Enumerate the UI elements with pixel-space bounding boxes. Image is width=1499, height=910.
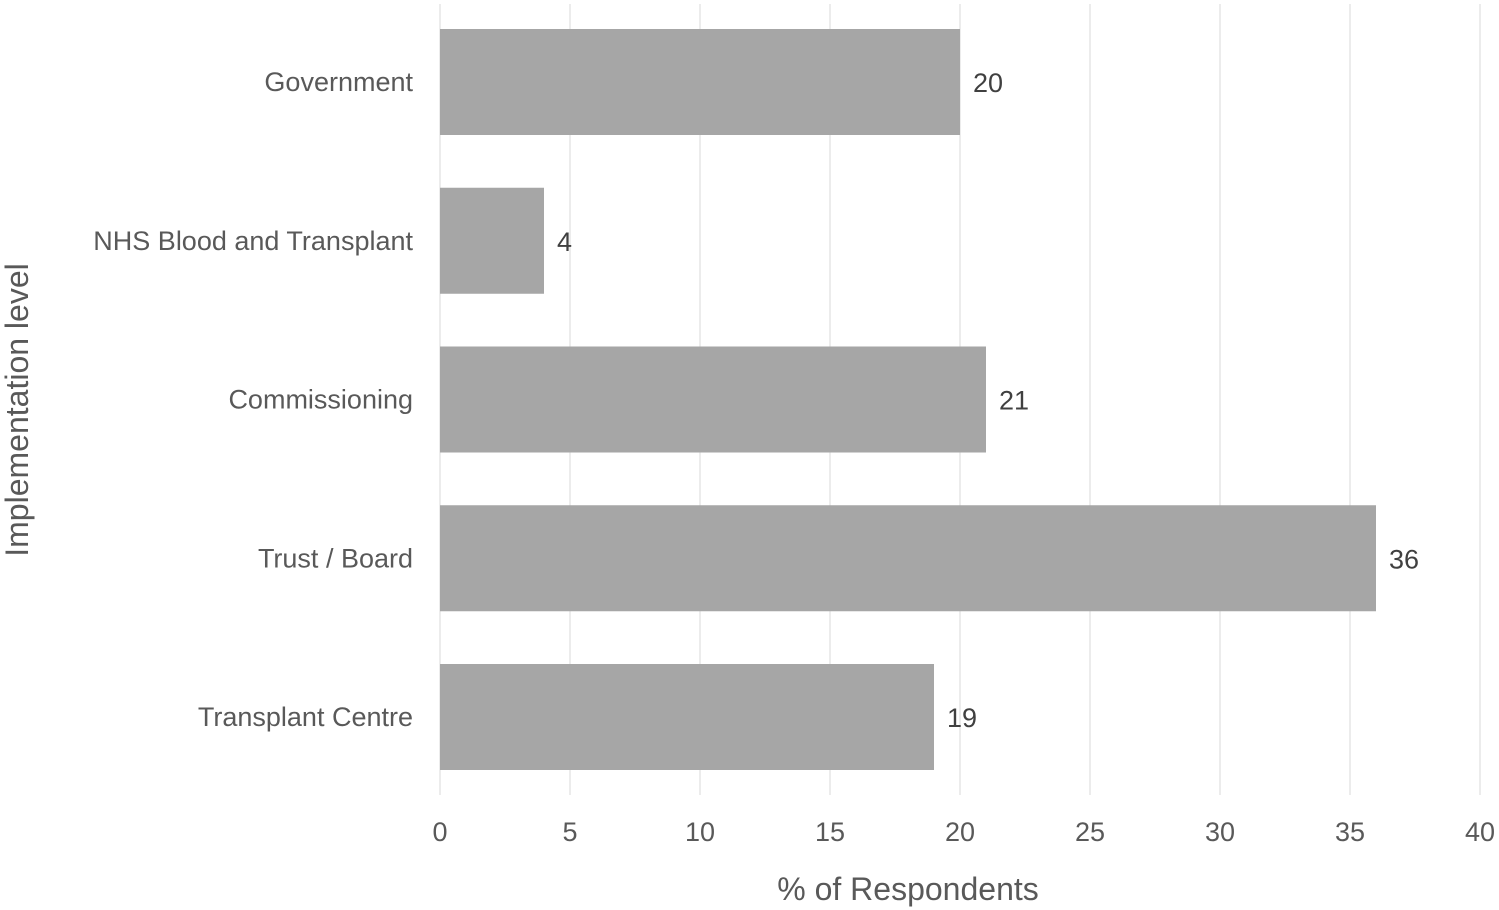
label-layer: 0 5 10 15 20 25 30 35 40 Government 20 NHS Blood an… xyxy=(93,67,1495,847)
data-label: 21 xyxy=(999,386,1029,416)
bar xyxy=(440,187,544,294)
x-tick-label: 25 xyxy=(1075,817,1105,847)
x-tick-label: 40 xyxy=(1465,817,1495,847)
data-label: 4 xyxy=(557,227,572,257)
bar xyxy=(440,505,1376,612)
bar xyxy=(440,346,986,453)
x-tick-label: 15 xyxy=(815,817,845,847)
category-label: Commissioning xyxy=(228,385,413,415)
data-label: 36 xyxy=(1389,544,1419,574)
y-axis-title: Implementation level xyxy=(0,263,35,556)
x-tick-label: 30 xyxy=(1205,817,1235,847)
x-tick-label: 0 xyxy=(432,817,447,847)
bar xyxy=(440,664,934,770)
category-label: NHS Blood and Transplant xyxy=(93,226,413,256)
x-tick-label: 10 xyxy=(685,817,715,847)
x-tick-label: 5 xyxy=(562,817,577,847)
x-tick-label: 20 xyxy=(945,817,975,847)
data-label: 19 xyxy=(947,703,977,733)
category-label: Government xyxy=(264,67,413,97)
data-label: 20 xyxy=(973,68,1003,98)
bar-layer xyxy=(440,29,1376,770)
bar xyxy=(440,29,960,135)
x-tick-label: 35 xyxy=(1335,817,1365,847)
category-label: Transplant Centre xyxy=(198,702,413,732)
x-axis-title: % of Respondents xyxy=(777,871,1039,907)
category-label: Trust / Board xyxy=(258,543,413,573)
